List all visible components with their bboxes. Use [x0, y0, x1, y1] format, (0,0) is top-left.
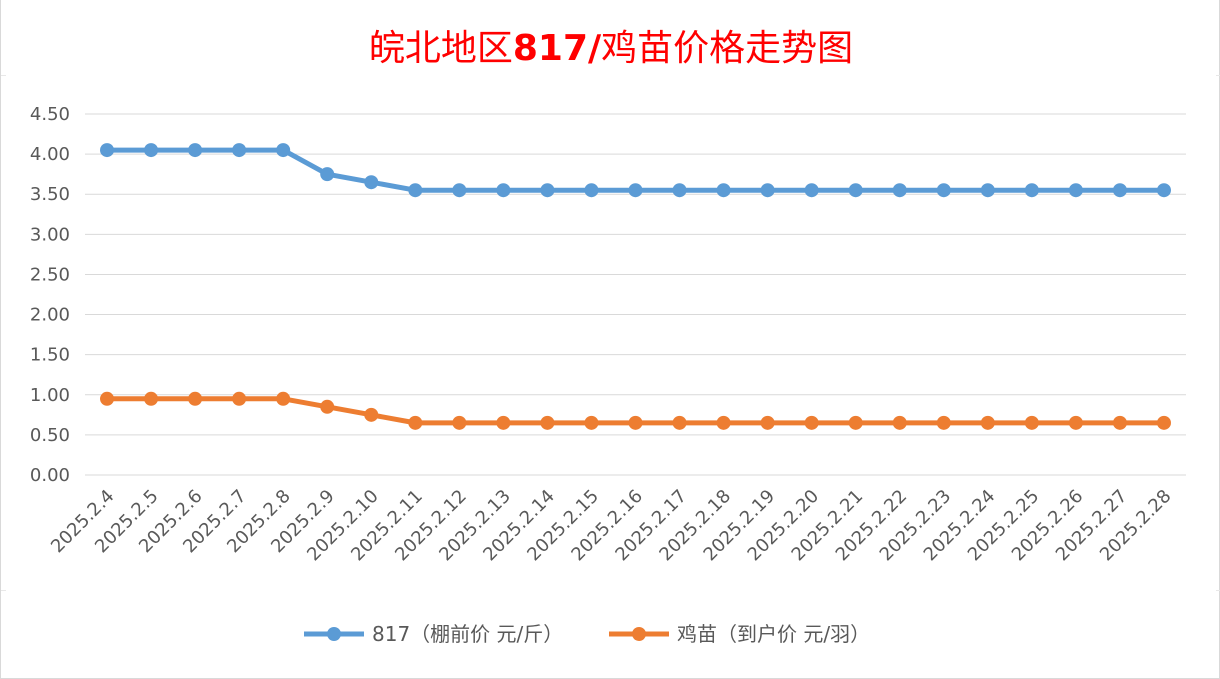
- y-tick-label: 0.00: [30, 465, 70, 486]
- data-point[interactable]: [364, 407, 379, 422]
- data-point[interactable]: [804, 415, 819, 430]
- data-point[interactable]: [1024, 415, 1039, 430]
- data-point[interactable]: [584, 183, 599, 198]
- data-point[interactable]: [320, 167, 335, 182]
- legend-label: 鸡苗（到户价 元/羽）: [677, 622, 870, 646]
- y-tick-label: 2.00: [30, 305, 70, 326]
- data-point[interactable]: [100, 143, 115, 158]
- y-tick-label: 1.50: [30, 345, 70, 366]
- data-point[interactable]: [276, 143, 291, 158]
- x-axis-ticks: 2025.2.42025.2.52025.2.62025.2.72025.2.8…: [47, 486, 1175, 566]
- data-point[interactable]: [936, 183, 951, 198]
- data-point[interactable]: [144, 143, 159, 158]
- y-tick-label: 0.50: [30, 425, 70, 446]
- data-point[interactable]: [540, 183, 555, 198]
- y-tick-label: 4.50: [30, 104, 70, 125]
- y-axis-ticks: 0.00 0.50 1.00 1.50 2.00 2.50 3.00 3.50 4.00 4.50: [30, 104, 70, 486]
- data-point[interactable]: [188, 143, 203, 158]
- data-point[interactable]: [892, 183, 907, 198]
- title-part-3: 鸡苗价格走势图: [601, 28, 853, 69]
- data-point[interactable]: [1112, 415, 1127, 430]
- legend-label: 817（棚前价 元/斤）: [372, 622, 563, 646]
- data-point[interactable]: [584, 415, 599, 430]
- data-point[interactable]: [100, 391, 115, 406]
- y-tick-label: 4.00: [30, 144, 70, 165]
- data-point[interactable]: [892, 415, 907, 430]
- data-point[interactable]: [1156, 415, 1171, 430]
- data-point[interactable]: [320, 399, 335, 414]
- line-chart: 皖北地区817/鸡苗价格走势图 0.00 0.50 1.00 1.50 2.00 2.50…: [30, 28, 1186, 646]
- chart-area[interactable]: 皖北地区817/鸡苗价格走势图 0.00 0.50 1.00 1.50 2.00 2.50…: [6, 0, 1216, 674]
- legend: 817（棚前价 元/斤） 鸡苗（到户价 元/羽）: [304, 622, 870, 646]
- data-point[interactable]: [1024, 183, 1039, 198]
- legend-swatch-marker: [327, 627, 341, 641]
- data-point[interactable]: [848, 415, 863, 430]
- data-point[interactable]: [760, 415, 775, 430]
- series-1: [100, 143, 1171, 198]
- data-point[interactable]: [760, 183, 775, 198]
- data-point[interactable]: [628, 415, 643, 430]
- data-point[interactable]: [232, 391, 247, 406]
- data-point[interactable]: [1112, 183, 1127, 198]
- series-layer: [100, 143, 1171, 430]
- data-point[interactable]: [276, 391, 291, 406]
- data-point[interactable]: [452, 183, 467, 198]
- title-part-2: 817/: [513, 28, 602, 69]
- data-point[interactable]: [980, 183, 995, 198]
- y-tick-label: 1.00: [30, 385, 70, 406]
- data-point[interactable]: [540, 415, 555, 430]
- data-point[interactable]: [452, 415, 467, 430]
- data-point[interactable]: [408, 183, 423, 198]
- data-point[interactable]: [144, 391, 159, 406]
- data-point[interactable]: [672, 415, 687, 430]
- data-point[interactable]: [672, 183, 687, 198]
- data-point[interactable]: [496, 415, 511, 430]
- data-point[interactable]: [496, 183, 511, 198]
- data-point[interactable]: [628, 183, 643, 198]
- data-point[interactable]: [716, 183, 731, 198]
- legend-swatch-marker: [632, 627, 646, 641]
- data-point[interactable]: [804, 183, 819, 198]
- data-point[interactable]: [364, 175, 379, 190]
- y-tick-label: 2.50: [30, 264, 70, 285]
- y-tick-label: 3.00: [30, 224, 70, 245]
- chart-title: 皖北地区817/鸡苗价格走势图: [369, 28, 853, 69]
- gridlines: [85, 113, 1186, 476]
- series-2: [100, 391, 1171, 430]
- data-point[interactable]: [1156, 183, 1171, 198]
- data-point[interactable]: [188, 391, 203, 406]
- title-part-1: 皖北地区: [369, 28, 513, 69]
- data-point[interactable]: [232, 143, 247, 158]
- data-point[interactable]: [980, 415, 995, 430]
- y-tick-label: 3.50: [30, 184, 70, 205]
- data-point[interactable]: [716, 415, 731, 430]
- data-point[interactable]: [936, 415, 951, 430]
- data-point[interactable]: [408, 415, 423, 430]
- data-point[interactable]: [1068, 415, 1083, 430]
- data-point[interactable]: [1068, 183, 1083, 198]
- data-point[interactable]: [848, 183, 863, 198]
